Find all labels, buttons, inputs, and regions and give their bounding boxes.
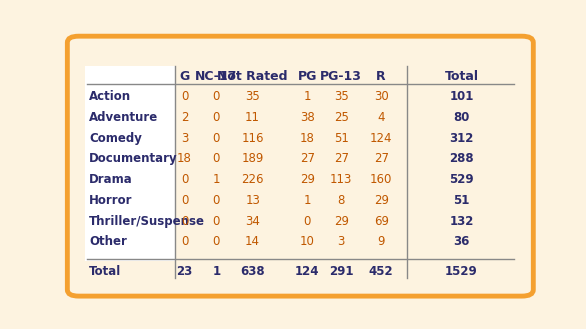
Text: PG-13: PG-13 — [321, 70, 362, 83]
Text: 8: 8 — [338, 194, 345, 207]
Text: 291: 291 — [329, 265, 353, 278]
Text: 0: 0 — [181, 90, 188, 103]
Text: Other: Other — [89, 235, 127, 248]
Text: Horror: Horror — [89, 194, 132, 207]
Text: 51: 51 — [454, 194, 470, 207]
Text: Not Rated: Not Rated — [217, 70, 288, 83]
Text: 29: 29 — [299, 173, 315, 186]
Text: 10: 10 — [299, 235, 315, 248]
Text: 0: 0 — [213, 215, 220, 228]
Text: R: R — [376, 70, 386, 83]
Text: 113: 113 — [330, 173, 352, 186]
Text: 452: 452 — [369, 265, 393, 278]
Text: 1: 1 — [213, 173, 220, 186]
Text: 1529: 1529 — [445, 265, 478, 278]
Text: 13: 13 — [245, 194, 260, 207]
Text: 638: 638 — [240, 265, 265, 278]
Text: 27: 27 — [299, 152, 315, 165]
Text: 27: 27 — [333, 152, 349, 165]
Text: 23: 23 — [176, 265, 193, 278]
Text: 132: 132 — [449, 215, 473, 228]
Text: NC-17: NC-17 — [195, 70, 237, 83]
Text: 27: 27 — [374, 152, 389, 165]
Text: PG: PG — [298, 70, 317, 83]
Text: 80: 80 — [454, 111, 470, 124]
Text: Total: Total — [445, 70, 479, 83]
Text: 35: 35 — [334, 90, 349, 103]
Text: Comedy: Comedy — [89, 132, 142, 144]
FancyBboxPatch shape — [67, 36, 533, 296]
Text: Drama: Drama — [89, 173, 133, 186]
Text: 4: 4 — [377, 111, 385, 124]
Text: 101: 101 — [449, 90, 473, 103]
Text: 124: 124 — [295, 265, 319, 278]
Text: G: G — [179, 70, 190, 83]
Text: 51: 51 — [334, 132, 349, 144]
Text: 3: 3 — [181, 132, 188, 144]
Text: 0: 0 — [213, 90, 220, 103]
Bar — [84, 66, 175, 261]
Text: 18: 18 — [299, 132, 315, 144]
Text: 529: 529 — [449, 173, 474, 186]
Text: Documentary: Documentary — [89, 152, 178, 165]
Text: 1: 1 — [304, 194, 311, 207]
Text: Thriller/Suspense: Thriller/Suspense — [89, 215, 205, 228]
Text: 312: 312 — [449, 132, 473, 144]
Text: 2: 2 — [180, 111, 188, 124]
Text: 36: 36 — [454, 235, 470, 248]
Text: 69: 69 — [374, 215, 389, 228]
Text: 3: 3 — [338, 235, 345, 248]
Text: 1: 1 — [304, 90, 311, 103]
Text: 0: 0 — [213, 194, 220, 207]
Text: 29: 29 — [374, 194, 389, 207]
Text: 0: 0 — [181, 173, 188, 186]
Text: 0: 0 — [304, 215, 311, 228]
Text: 189: 189 — [241, 152, 264, 165]
Text: 1: 1 — [212, 265, 220, 278]
Text: 25: 25 — [334, 111, 349, 124]
Text: 14: 14 — [245, 235, 260, 248]
Text: Adventure: Adventure — [89, 111, 158, 124]
Text: 0: 0 — [213, 111, 220, 124]
Text: 30: 30 — [374, 90, 389, 103]
Text: 18: 18 — [177, 152, 192, 165]
Text: 9: 9 — [377, 235, 385, 248]
Text: 0: 0 — [181, 215, 188, 228]
Text: 11: 11 — [245, 111, 260, 124]
Text: 124: 124 — [370, 132, 393, 144]
Text: 35: 35 — [246, 90, 260, 103]
Text: 0: 0 — [181, 194, 188, 207]
Text: 29: 29 — [333, 215, 349, 228]
Text: Total: Total — [89, 265, 121, 278]
Text: 160: 160 — [370, 173, 393, 186]
Text: 288: 288 — [449, 152, 474, 165]
Text: 116: 116 — [241, 132, 264, 144]
Text: 0: 0 — [213, 152, 220, 165]
Text: 38: 38 — [300, 111, 315, 124]
Text: Action: Action — [89, 90, 131, 103]
Bar — [175, 84, 407, 261]
Text: 0: 0 — [181, 235, 188, 248]
Text: 0: 0 — [213, 132, 220, 144]
Text: 0: 0 — [213, 235, 220, 248]
Text: 226: 226 — [241, 173, 264, 186]
Text: 34: 34 — [245, 215, 260, 228]
